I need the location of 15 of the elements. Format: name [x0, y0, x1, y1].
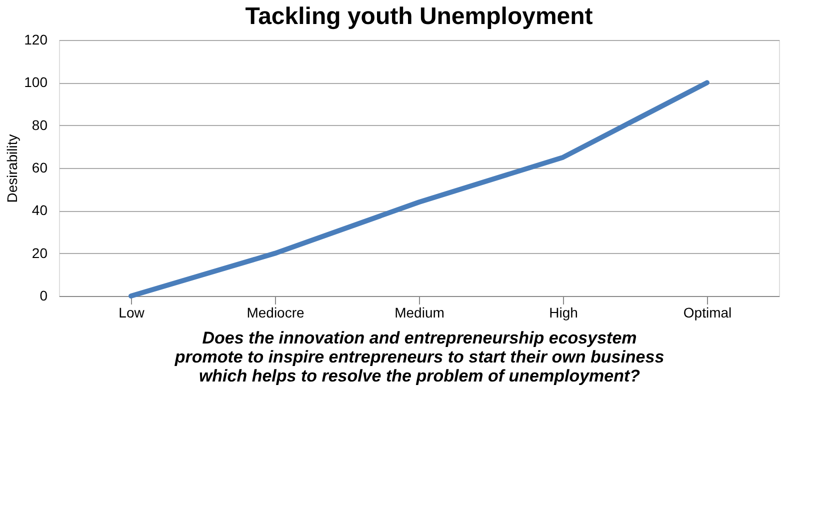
y-tick-label: 80: [32, 116, 48, 133]
chart-title: Tackling youth Unemployment: [245, 3, 593, 30]
x-tick-label: Medium: [394, 304, 444, 320]
y-axis-title: Desirability: [4, 134, 20, 203]
y-tick-label: 100: [24, 74, 48, 90]
x-axis-title: Does the innovation and entrepreneurship ecosystem promote to inspire entrepreneurs to start their own business which helps to resolve the problem of unemployment?: [174, 328, 664, 386]
x-tick-label: Low: [118, 304, 146, 320]
y-tick-label: 40: [32, 202, 48, 218]
y-tick-label: 60: [32, 160, 48, 176]
y-tick-label: 20: [32, 244, 48, 261]
x-tick-label: High: [549, 304, 578, 320]
x-tick-label: Mediocre: [246, 304, 304, 320]
y-tick-label: 120: [24, 32, 48, 48]
x-tick-label: Optimal: [683, 304, 732, 320]
y-tick-label: 0: [40, 288, 48, 304]
